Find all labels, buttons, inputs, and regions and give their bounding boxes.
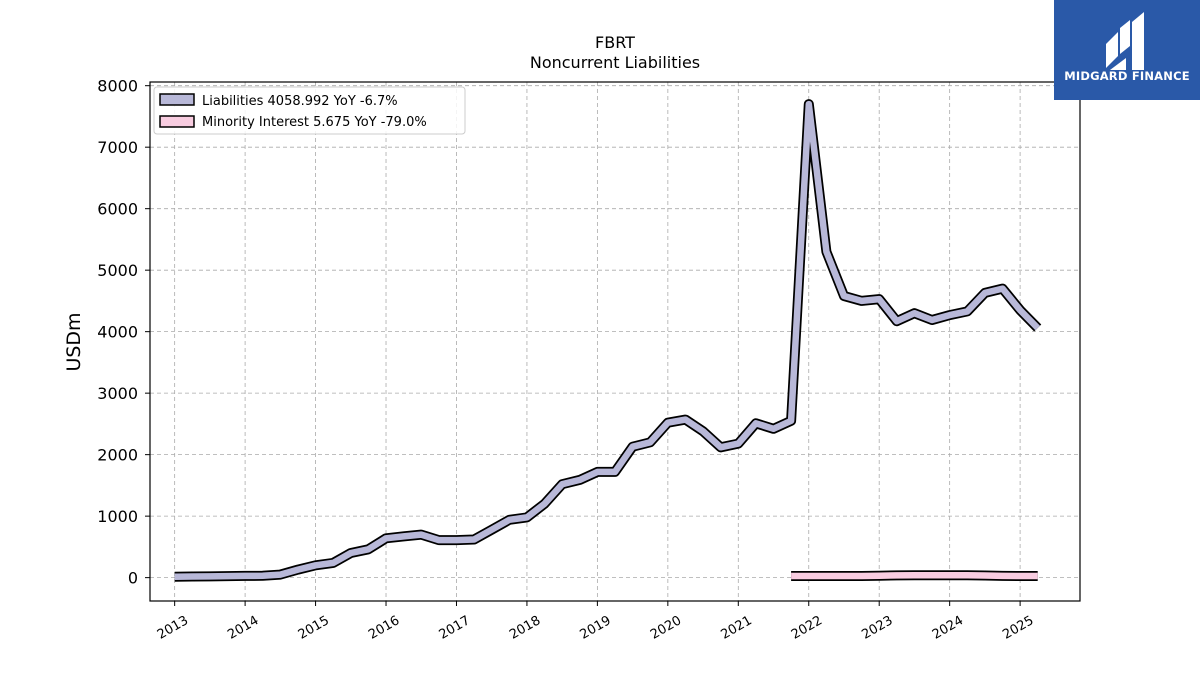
y-axis-label: USDm xyxy=(63,312,85,371)
legend: Liabilities 4058.992 YoY -6.7% Minority … xyxy=(153,86,466,135)
x-tick-label: 2023 xyxy=(859,613,895,643)
y-tick-label: 0 xyxy=(128,569,138,588)
y-tick-label: 1000 xyxy=(97,507,138,526)
series-layer xyxy=(174,99,1042,582)
y-tick-label: 4000 xyxy=(97,323,138,342)
y-tick-label: 5000 xyxy=(97,261,138,280)
x-tick-label: 2018 xyxy=(507,613,543,643)
legend-label-minority-interest: Minority Interest 5.675 YoY -79.0% xyxy=(202,115,427,130)
x-tick-label: 2022 xyxy=(789,613,825,643)
x-tick-label: 2017 xyxy=(437,613,473,643)
midgard-logo-icon xyxy=(1106,12,1144,70)
x-tick-label: 2019 xyxy=(578,613,614,643)
x-tick-label: 2021 xyxy=(718,613,754,643)
legend-label-liabilities: Liabilities 4058.992 YoY -6.7% xyxy=(202,94,398,109)
x-tick-label: 2013 xyxy=(155,613,191,643)
chart-title: FBRT xyxy=(595,33,635,52)
x-tick-label: 2025 xyxy=(1000,613,1036,643)
legend-swatch-minority-interest xyxy=(159,115,195,128)
x-tick-label: 2014 xyxy=(225,613,261,643)
y-tick-label: 8000 xyxy=(97,77,138,96)
x-tick-label: 2015 xyxy=(296,613,332,643)
logo-text: MIDGARD FINANCE xyxy=(1064,69,1190,83)
y-tick-label: 7000 xyxy=(97,138,138,157)
y-tick-label: 6000 xyxy=(97,200,138,219)
legend-swatch-liabilities xyxy=(159,93,195,106)
grid xyxy=(150,82,1080,601)
y-tick-label: 2000 xyxy=(97,446,138,465)
series-outline-liabilities xyxy=(174,99,1042,582)
y-tick-label: 3000 xyxy=(97,384,138,403)
series-line-liabilities xyxy=(174,100,1041,580)
chart-subtitle: Noncurrent Liabilities xyxy=(530,53,700,72)
logo: MIDGARD FINANCE xyxy=(1054,0,1200,100)
x-tick-label: 2024 xyxy=(930,613,966,643)
axes: 0 1000 2000 3000 4000 5000 6000 7000 8000 2013 201… xyxy=(97,77,1036,643)
series-line-minority-interest xyxy=(791,571,1038,580)
x-tick-label: 2016 xyxy=(366,613,402,643)
x-tick-label: 2020 xyxy=(648,613,684,643)
legend-box xyxy=(153,86,466,135)
plot-frame xyxy=(149,81,1081,602)
